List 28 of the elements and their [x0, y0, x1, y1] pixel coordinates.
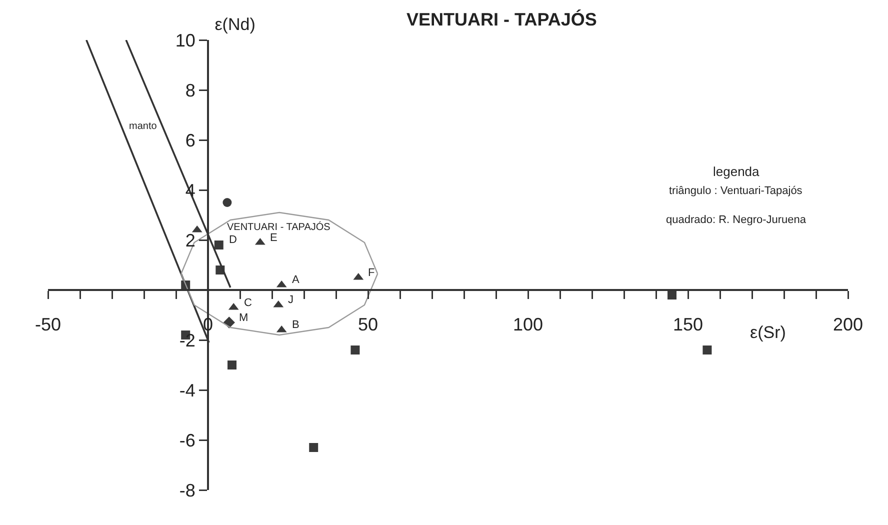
- y-tick-label: 8: [185, 80, 196, 100]
- annotation: C: [244, 297, 252, 309]
- annotation: B: [292, 319, 300, 331]
- y-tick-label: 2: [185, 230, 196, 250]
- y-axis-title: ε(Nd): [210, 15, 256, 34]
- y-tick-label: 10: [175, 30, 196, 50]
- annotation: triângulo : Ventuari-Tapajós: [669, 185, 803, 197]
- x-axis-title: ε(Sr): [750, 323, 786, 342]
- annotation: A: [292, 274, 300, 286]
- series-label: VENTUARI - TAPAJÓS: [227, 221, 331, 233]
- annotation: quadrado: R. Negro-Juruena: [666, 214, 807, 226]
- series-label: manto: [129, 121, 158, 132]
- x-tick-label: -50: [34, 314, 62, 335]
- chart-title: VENTUARI - TAPAJÓS: [406, 10, 597, 30]
- annotation: legenda: [713, 164, 760, 179]
- x-tick-label: 150: [672, 314, 704, 335]
- x-tick-label: 100: [512, 314, 544, 335]
- y-tick-label: -8: [179, 480, 196, 500]
- annotation: D: [229, 234, 237, 246]
- y-tick-label: -6: [179, 430, 196, 450]
- annotation: J: [288, 294, 294, 306]
- y-tick-label: 6: [185, 130, 196, 150]
- x-tick-label: 200: [832, 314, 864, 335]
- y-tick-label: -4: [179, 380, 196, 400]
- annotation: E: [270, 232, 278, 244]
- annotation: F: [368, 267, 375, 279]
- x-tick-label: 50: [358, 314, 378, 335]
- annotation: M: [239, 312, 248, 324]
